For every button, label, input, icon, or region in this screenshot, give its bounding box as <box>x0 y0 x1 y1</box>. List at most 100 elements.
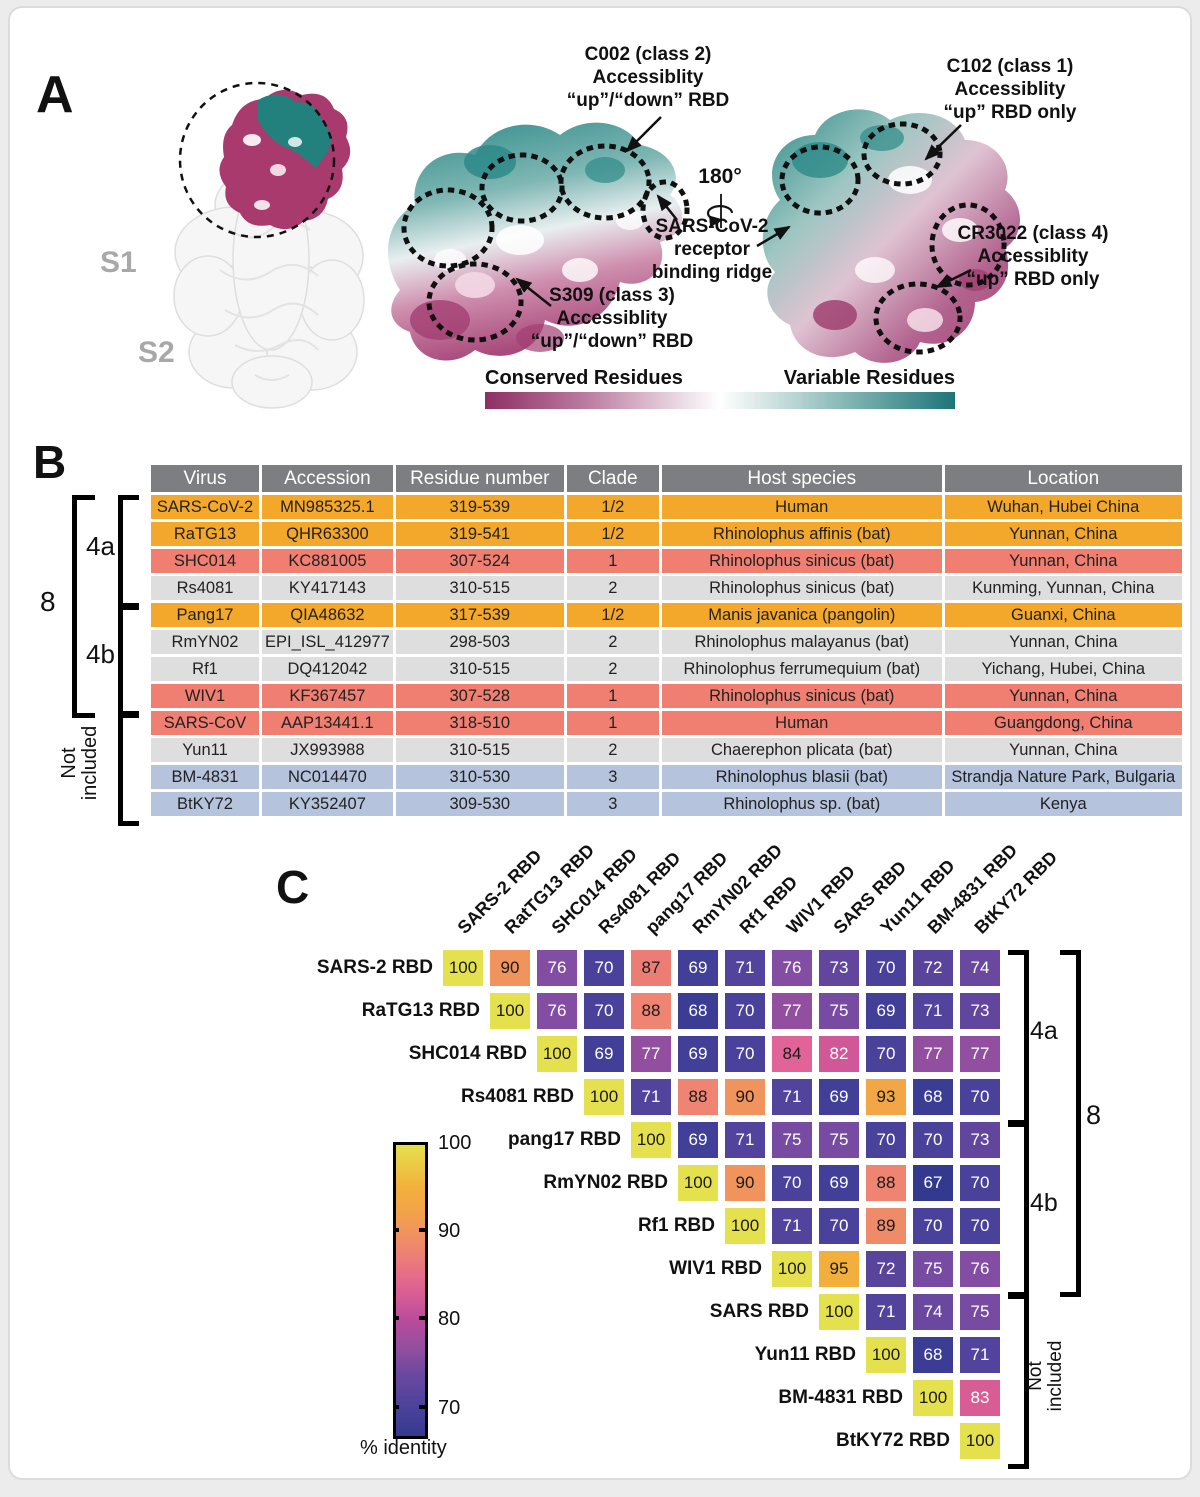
table-cell: AAP13441.1 <box>262 711 393 735</box>
heatmap-row-label: Rf1 RBD <box>637 1215 715 1236</box>
heatmap-cell: 90 <box>725 1079 765 1115</box>
colorbar-tick-mark <box>393 1404 399 1409</box>
panel-b-bracket-8 <box>72 495 95 718</box>
conservation-colorbar <box>485 392 955 409</box>
table-cell: 2 <box>566 657 659 681</box>
table-cell: 317-539 <box>395 603 564 627</box>
heatmap-cell: 100 <box>678 1165 718 1201</box>
table-cell: 310-515 <box>395 738 564 762</box>
s309-annotation-line3: “up”/“down” RBD <box>531 331 694 352</box>
table-cell: 319-541 <box>395 522 564 546</box>
panel-c-bracket-excluded <box>1008 1294 1029 1469</box>
table-cell: KY352407 <box>262 792 393 816</box>
panel-b-group-4a-label: 4a <box>86 531 115 561</box>
conserved-residues-label: Conserved Residues <box>485 367 683 389</box>
heatmap-cell: 71 <box>772 1079 812 1115</box>
heatmap-cell: 75 <box>960 1294 1000 1330</box>
heatmap-cell: 70 <box>866 1122 906 1158</box>
panel-c-group-8-label: 8 <box>1086 1100 1102 1130</box>
table-cell: Manis javanica (pangolin) <box>661 603 942 627</box>
table-cell: KF367457 <box>262 684 393 708</box>
heatmap-row-label: pang17 RBD <box>508 1129 621 1150</box>
table-cell: 310-515 <box>395 576 564 600</box>
heatmap-row-label: RaTG13 RBD <box>361 1000 480 1021</box>
colorbar-tick-mark <box>419 1316 425 1321</box>
table-cell: 3 <box>566 792 659 816</box>
panel-c-bracket-8 <box>1060 950 1081 1297</box>
heatmap-cell: 71 <box>913 993 953 1029</box>
table-cell: WIV1 <box>151 684 259 708</box>
table-cell: 319-539 <box>395 495 564 519</box>
heatmap-cell: 70 <box>725 1036 765 1072</box>
table-cell: BM-4831 <box>151 765 259 789</box>
variable-residues-label: Variable Residues <box>784 367 955 389</box>
c102-annotation-line3: “up” RBD only <box>944 102 1077 123</box>
table-cell: Yunnan, China <box>944 630 1182 654</box>
table-row: BtKY72 KY352407 309-530 3 Rhinolophus sp. (b… <box>151 792 1182 816</box>
panel-b-group-8-label: 8 <box>40 586 56 617</box>
heatmap-cell: 77 <box>772 993 812 1029</box>
heatmap-row-label: WIV1 RBD <box>669 1258 762 1279</box>
heatmap-cell: 75 <box>819 1122 859 1158</box>
table-cell: KY417143 <box>262 576 393 600</box>
heatmap-row-label: Yun11 RBD <box>754 1344 856 1365</box>
heatmap-row-label: SARS RBD <box>709 1301 809 1322</box>
table-cell: BtKY72 <box>151 792 259 816</box>
colorbar-tick-label: 100 <box>438 1132 472 1154</box>
heatmap-cell: 70 <box>584 950 624 986</box>
table-cell: Yunnan, China <box>944 684 1182 708</box>
table-row: Rf1 DQ412042 310-515 2 Rhinolophus ferrumequ… <box>151 657 1182 681</box>
colorbar-tick-label: 90 <box>438 1220 461 1243</box>
virus-table-header-row: Virus Accession Residue number Clade Host sp… <box>151 465 1182 492</box>
table-cell: Kenya <box>944 792 1182 816</box>
heatmap-cell: 70 <box>960 1208 1000 1244</box>
cr3022-annotation-line2: Accessiblity <box>978 246 1089 267</box>
heatmap-cell: 70 <box>819 1208 859 1244</box>
heatmap-cell: 73 <box>819 950 859 986</box>
heatmap-cell: 70 <box>866 1036 906 1072</box>
table-cell: Rhinolophus ferrumequium (bat) <box>661 657 942 681</box>
table-cell: 1 <box>566 711 659 735</box>
heatmap-cell: 100 <box>866 1337 906 1373</box>
table-cell: NC014470 <box>262 765 393 789</box>
table-cell: Pang17 <box>151 603 259 627</box>
table-row: SARS-CoV-2 MN985325.1 319-539 1/2 Human Wuhan… <box>151 495 1182 519</box>
rotation-180-label: 180° <box>698 165 741 188</box>
panel-a-label: A <box>36 66 74 124</box>
table-cell: 318-510 <box>395 711 564 735</box>
heatmap-row-label: RmYN02 RBD <box>543 1172 668 1193</box>
table-cell: Rhinolophus sinicus (bat) <box>661 549 942 573</box>
heatmap-cell: 75 <box>913 1251 953 1287</box>
heatmap-cell: 88 <box>631 993 671 1029</box>
table-cell: Rhinolophus sinicus (bat) <box>661 684 942 708</box>
table-cell: Yichang, Hubei, China <box>944 657 1182 681</box>
heatmap-cell: 76 <box>960 1251 1000 1287</box>
table-cell: Yunnan, China <box>944 738 1182 762</box>
heatmap-cell: 69 <box>678 1036 718 1072</box>
table-cell: Rhinolophus sinicus (bat) <box>661 576 942 600</box>
heatmap-cell: 70 <box>866 950 906 986</box>
heatmap-row-label: SHC014 RBD <box>408 1043 527 1064</box>
table-cell: MN985325.1 <box>262 495 393 519</box>
heatmap-cell: 68 <box>678 993 718 1029</box>
table-cell: 2 <box>566 576 659 600</box>
table-cell: QHR63300 <box>262 522 393 546</box>
table-cell: Chaerephon plicata (bat) <box>661 738 942 762</box>
heatmap-cell: 70 <box>913 1122 953 1158</box>
heatmap-cell: 75 <box>819 993 859 1029</box>
panel-b-bracket-4b <box>118 603 139 718</box>
table-cell: Yunnan, China <box>944 522 1182 546</box>
table-row: Yun11 JX993988 310-515 2 Chaerephon plicata … <box>151 738 1182 762</box>
colorbar-tick-mark <box>393 1228 399 1233</box>
table-cell: RmYN02 <box>151 630 259 654</box>
table-cell: 1/2 <box>566 522 659 546</box>
virus-table-header-cell: Residue number <box>395 465 564 492</box>
rbd-highlight <box>219 89 351 230</box>
colorbar-tick-mark <box>419 1404 425 1409</box>
heatmap-cell: 72 <box>866 1251 906 1287</box>
heatmap-cell: 88 <box>678 1079 718 1115</box>
table-cell: 1/2 <box>566 495 659 519</box>
colorbar-tick-label: 80 <box>438 1308 461 1331</box>
heatmap-cell: 87 <box>631 950 671 986</box>
heatmap-cell: 100 <box>913 1380 953 1416</box>
